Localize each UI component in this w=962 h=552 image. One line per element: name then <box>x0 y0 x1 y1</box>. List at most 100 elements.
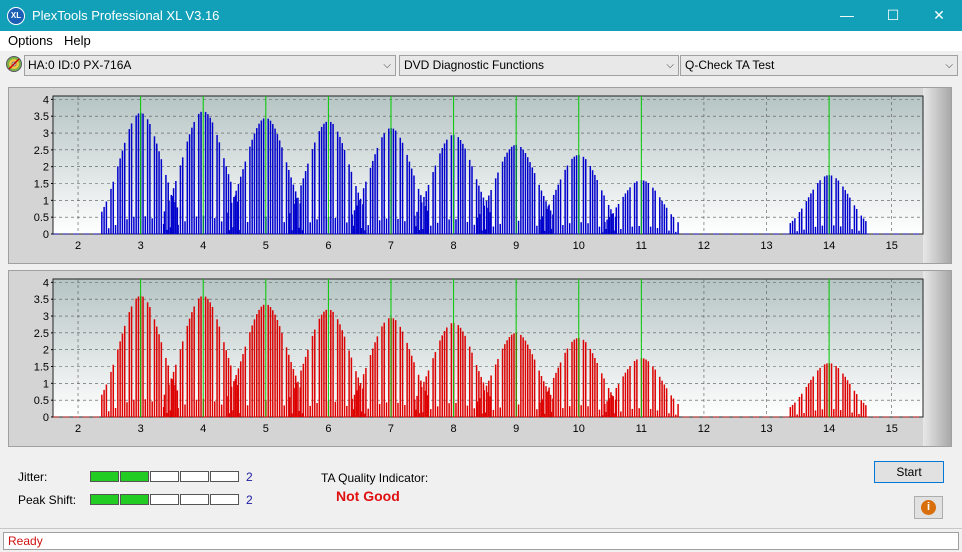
bar <box>455 219 457 234</box>
bar <box>539 402 541 417</box>
bar <box>548 387 550 417</box>
bar <box>101 211 103 234</box>
bar <box>360 228 363 234</box>
bar <box>356 205 358 234</box>
y-tick-label: 0 <box>43 412 49 424</box>
bar <box>539 219 541 234</box>
bar <box>801 208 803 234</box>
bar <box>156 143 158 234</box>
bar <box>466 405 469 417</box>
bar <box>478 185 480 234</box>
bar <box>290 362 292 417</box>
bar <box>423 381 425 417</box>
bar <box>144 399 147 417</box>
bar <box>177 224 179 234</box>
x-tick-label: 6 <box>325 423 331 435</box>
info-button[interactable]: i <box>914 496 943 519</box>
bar <box>636 359 638 417</box>
bar <box>564 169 566 234</box>
bar <box>441 148 443 234</box>
bar <box>188 318 191 417</box>
bar <box>343 149 346 234</box>
bar <box>117 349 119 417</box>
bar <box>471 166 473 234</box>
bar <box>522 149 524 234</box>
bar <box>789 407 792 417</box>
bar <box>559 362 562 417</box>
bar <box>160 342 163 417</box>
bar <box>367 225 369 234</box>
peak-shift-meter-segment <box>150 494 179 505</box>
start-button[interactable]: Start <box>874 461 944 483</box>
y-tick-label: 3 <box>43 311 49 323</box>
menu-help[interactable]: Help <box>64 33 91 48</box>
bar <box>184 221 186 234</box>
bar <box>798 212 801 234</box>
minimize-button[interactable]: — <box>840 7 854 23</box>
bar <box>670 214 672 234</box>
bar <box>300 370 302 417</box>
drive-select[interactable]: HA:0 ID:0 PX-716A ⌵ <box>24 55 396 76</box>
bar <box>239 176 242 234</box>
peak-shift-value: 2 <box>246 493 253 507</box>
bar <box>356 390 358 417</box>
bar <box>348 164 350 234</box>
bar <box>302 363 305 417</box>
bar <box>473 224 476 234</box>
bar <box>381 326 383 417</box>
bar <box>420 195 422 234</box>
test-select[interactable]: Q-Check TA Test ⌵ <box>680 55 958 76</box>
close-button[interactable]: ✕ <box>933 7 945 23</box>
bar <box>181 157 184 234</box>
bar <box>230 365 232 417</box>
bar <box>607 387 610 417</box>
bar <box>468 159 471 234</box>
bar <box>430 225 432 234</box>
bar <box>647 361 650 417</box>
bar <box>170 378 173 417</box>
bar <box>594 357 596 417</box>
bar <box>552 214 554 234</box>
bar <box>526 344 529 417</box>
window-title: PlexTools Professional XL V3.16 <box>32 8 220 23</box>
bar <box>165 412 168 417</box>
bar <box>318 131 321 234</box>
bar <box>167 182 169 234</box>
bar <box>424 390 427 417</box>
bar <box>162 223 165 234</box>
bar <box>112 364 115 417</box>
bar <box>325 309 327 417</box>
bar <box>647 183 650 234</box>
bar <box>605 228 608 234</box>
bar <box>571 158 573 234</box>
bar <box>297 381 299 417</box>
bar <box>791 220 794 234</box>
bar <box>404 404 406 417</box>
bar <box>591 353 594 417</box>
bar <box>494 364 497 417</box>
bar <box>612 396 614 417</box>
bar <box>191 312 193 417</box>
bar <box>177 408 179 417</box>
bar <box>459 140 462 234</box>
function-select[interactable]: DVD Diagnostic Functions ⌵ <box>399 55 679 76</box>
jitter-meter <box>90 471 240 482</box>
menu-options[interactable]: Options <box>8 33 53 48</box>
bar <box>176 207 179 234</box>
bar <box>415 226 418 234</box>
bar <box>633 361 636 417</box>
bar <box>162 406 165 417</box>
bar <box>584 342 587 417</box>
bar <box>663 204 666 234</box>
bar <box>510 334 513 417</box>
bar <box>176 390 179 417</box>
bar <box>638 225 640 234</box>
bar <box>476 401 479 417</box>
bar <box>613 230 615 234</box>
maximize-button[interactable]: ☐ <box>886 7 900 23</box>
results-panel: Jitter: 2 Peak Shift: 2 TA Quality Indic… <box>8 455 950 525</box>
bar <box>292 184 295 234</box>
bar <box>633 182 636 234</box>
bar <box>262 304 265 417</box>
bar <box>262 118 265 234</box>
